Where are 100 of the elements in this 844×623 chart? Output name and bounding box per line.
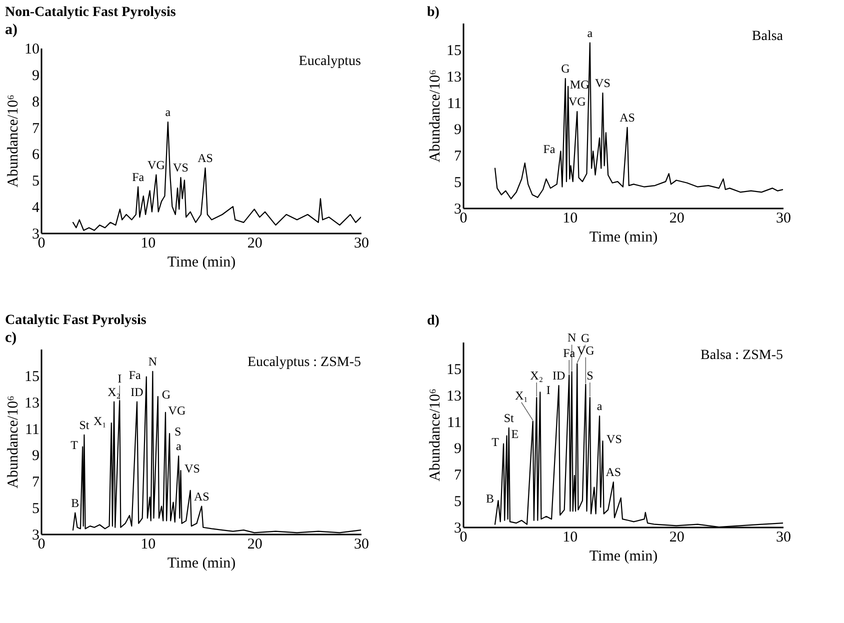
y-tick-label: 7 — [32, 474, 40, 491]
annotation: G — [561, 62, 570, 76]
annotation: B — [486, 492, 494, 506]
annotation: a — [165, 105, 172, 119]
y-tick-label: 10 — [24, 42, 40, 58]
annotation: N — [148, 354, 158, 368]
x-tick-label: 30 — [354, 236, 369, 252]
annotation: G — [581, 330, 590, 345]
annotation: a — [596, 399, 603, 413]
y-tick-label: 5 — [454, 494, 462, 510]
annotation: X₂ — [530, 368, 544, 382]
y-tick-label: 9 — [454, 441, 462, 458]
x-tick-label: 0 — [38, 236, 46, 252]
annotation: VG — [168, 403, 186, 418]
y-tick-label: 15 — [446, 362, 462, 378]
annotation: I — [118, 372, 122, 386]
y-tick-label: 6 — [32, 147, 40, 164]
annotation: St — [79, 418, 90, 432]
y-tick-label: 7 — [454, 468, 462, 484]
x-axis-title: Time (min) — [589, 548, 658, 564]
y-tick-label: 5 — [32, 501, 40, 518]
annotation: AS — [198, 150, 213, 165]
x-axis-title: Time (min) — [167, 556, 236, 572]
annotation: T — [492, 434, 500, 449]
annotation: X₁ — [93, 414, 106, 428]
y-tick-label: 4 — [32, 200, 40, 216]
y-tick-label: 9 — [454, 122, 462, 138]
x-axis-title: Time (min) — [589, 230, 658, 246]
y-axis-title: Abundance/10⁶ — [6, 94, 22, 188]
y-tick-label: 9 — [32, 68, 40, 84]
x-tick-label: 30 — [354, 536, 369, 552]
annotation: VG — [148, 158, 166, 172]
annotation: X₁ — [514, 388, 528, 402]
annotation: MG — [570, 77, 590, 92]
x-tick-label: 30 — [776, 530, 791, 546]
y-tick-label: 11 — [25, 422, 40, 438]
x-tick-label: 10 — [140, 536, 156, 552]
y-tick-label: 11 — [447, 96, 462, 112]
annotation: a — [176, 439, 182, 454]
y-tick-label: 9 — [32, 448, 40, 464]
y-tick-label: 7 — [32, 120, 40, 137]
y-tick-label: 15 — [446, 42, 462, 59]
y-tick-label: 8 — [32, 94, 40, 110]
x-tick-label: 10 — [562, 210, 578, 226]
x-tick-label: 20 — [247, 536, 262, 552]
y-tick-label: 3 — [454, 202, 462, 218]
annotation: Balsa : ZSM-5 — [700, 348, 783, 363]
x-tick-label: 20 — [247, 236, 262, 252]
x-tick-label: 20 — [669, 530, 684, 546]
y-tick-label: 5 — [454, 175, 462, 192]
x-tick-label: 20 — [669, 210, 684, 226]
annotation: Eucalyptus : ZSM-5 — [247, 355, 361, 370]
chart-subtitle: a) — [5, 22, 18, 38]
annotation: S — [586, 368, 594, 382]
annotation: E — [511, 426, 519, 441]
annotation: VS — [606, 432, 622, 446]
chart-title: Catalytic Fast Pyrolysis — [5, 313, 147, 328]
annotation: Balsa — [752, 29, 784, 44]
x-tick-label: 0 — [460, 530, 468, 546]
x-tick-label: 0 — [460, 210, 468, 226]
y-tick-label: 13 — [446, 69, 462, 86]
x-tick-label: 10 — [140, 236, 156, 252]
annotation: Fa — [132, 170, 145, 184]
annotation: S — [174, 424, 182, 439]
y-axis-title: Abundance/10⁶ — [428, 70, 444, 162]
y-axis-title: Abundance/10⁶ — [428, 388, 444, 482]
annotation: B — [71, 496, 80, 510]
annotation: VS — [184, 462, 200, 476]
y-tick-label: 3 — [32, 528, 40, 544]
y-tick-label: 13 — [24, 395, 40, 412]
chart-title: Non-Catalytic Fast Pyrolysis — [5, 5, 176, 20]
annotation: AS — [194, 489, 210, 504]
y-tick-label: 5 — [32, 174, 40, 190]
annotation: St — [504, 410, 515, 425]
annotation: Fa — [128, 368, 142, 382]
y-axis-title: Abundance/10⁶ — [6, 396, 22, 488]
annotation: a — [587, 26, 594, 40]
annotation: VS — [173, 160, 188, 174]
annotation: Fa — [543, 142, 556, 156]
y-tick-label: 3 — [32, 226, 40, 242]
y-tick-label: 15 — [24, 368, 40, 385]
chart-title: d) — [427, 314, 440, 329]
annotation: AS — [620, 110, 635, 124]
annotation: N — [567, 330, 576, 345]
annotation: ID — [552, 368, 566, 383]
annotation: VS — [595, 76, 610, 90]
x-axis-title: Time (min) — [167, 254, 236, 270]
annotation: I — [546, 383, 550, 398]
x-tick-label: 30 — [776, 210, 791, 226]
x-tick-label: 10 — [562, 530, 578, 546]
chart-title: b) — [427, 5, 440, 20]
y-tick-label: 13 — [446, 388, 462, 404]
y-tick-label: 3 — [454, 520, 462, 536]
annotation: G — [162, 388, 171, 402]
x-tick-label: 0 — [38, 536, 46, 552]
y-tick-label: 11 — [447, 414, 462, 431]
annotation: T — [70, 438, 79, 452]
annotation: AS — [606, 465, 622, 480]
y-tick-label: 7 — [454, 148, 462, 165]
annotation: ID — [130, 384, 144, 399]
